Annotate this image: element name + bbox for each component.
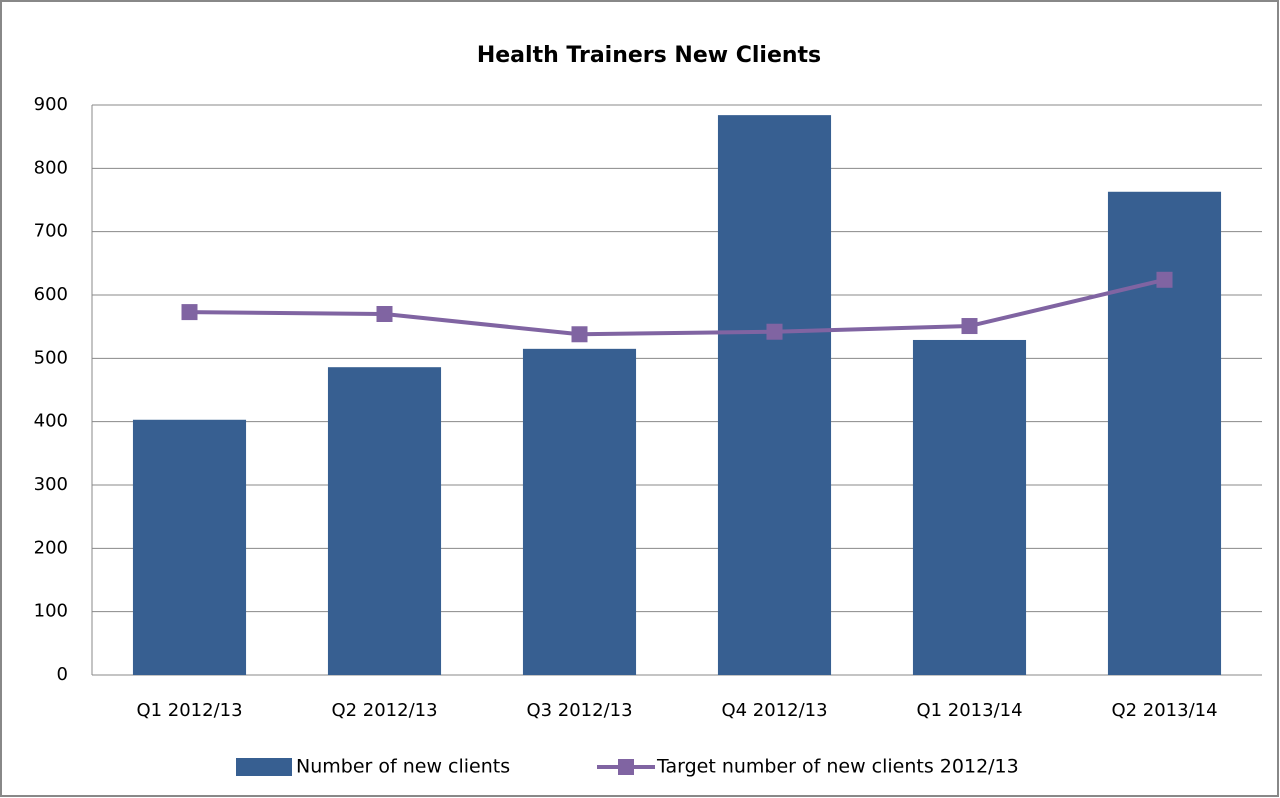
line [189,277,1165,337]
legend-swatch [618,759,634,775]
y-tick-label: 800 [34,157,68,178]
x-tick-label: Q1 2012/13 [136,700,242,721]
y-tick-label: 100 [34,601,68,622]
line-marker [571,326,588,343]
bar [717,115,832,676]
y-tick-label: 0 [57,664,68,685]
bar [327,367,442,675]
y-tick-label: 200 [34,537,68,558]
line-marker [961,318,978,335]
bar [132,419,247,675]
y-tick-label: 900 [34,94,68,115]
y-tick-label: 300 [34,474,68,495]
chart-title: Health Trainers New Clients [477,43,821,68]
legend-label: Number of new clients [296,756,510,778]
line-marker [376,306,393,322]
line-marker [766,323,783,340]
x-tick-label: Q2 2012/13 [331,700,437,721]
y-tick-label: 700 [34,221,68,242]
bar [1107,191,1222,675]
bar [522,348,637,675]
legend-label: Target number of new clients 2012/13 [656,756,1019,778]
x-tick-label: Q1 2013/14 [916,700,1022,721]
x-tick-label: Q2 2013/14 [1111,700,1217,721]
bar [912,339,1027,675]
x-tick-label: Q4 2012/13 [721,700,827,721]
y-tick-label: 600 [34,284,68,305]
line-marker [1156,271,1173,288]
y-tick-label: 500 [34,347,68,368]
line-marker [181,304,198,321]
legend-swatch [236,758,292,776]
y-tick-label: 400 [34,411,68,432]
x-tick-label: Q3 2012/13 [526,700,632,721]
